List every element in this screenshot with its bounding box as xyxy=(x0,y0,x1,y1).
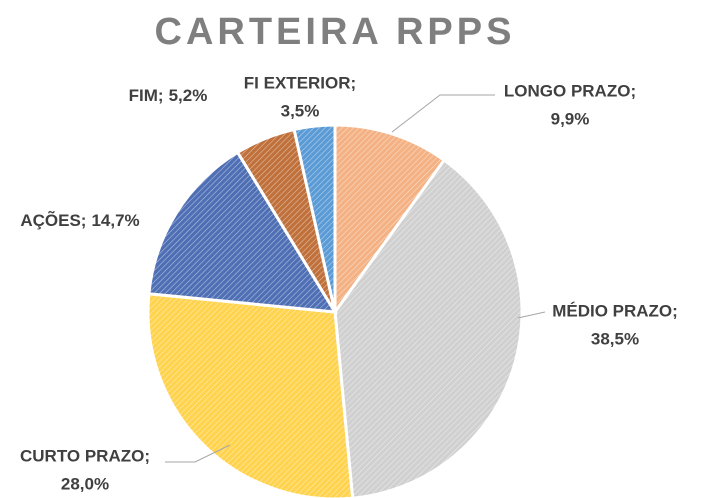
pie-slice xyxy=(147,150,338,314)
slice-label: LONGO PRAZO; xyxy=(504,81,636,100)
slice-value-label: 14,7% xyxy=(91,211,139,230)
leader-line xyxy=(165,444,231,463)
slice-label: FIM; xyxy=(129,86,164,105)
slice-value-label: 38,5% xyxy=(591,329,639,348)
leader-line xyxy=(517,311,546,319)
slice-value-label: 28,0% xyxy=(61,474,109,493)
slice-value-label: 9,9% xyxy=(551,109,590,128)
slice-value-label: 5,2% xyxy=(169,86,208,105)
slice-label: MÉDIO PRAZO; xyxy=(552,301,678,320)
pie-slice xyxy=(333,158,524,498)
chart-title: CARTEIRA RPPS xyxy=(155,11,516,53)
slice-label-group: AÇÕES; 14,7% xyxy=(20,210,139,230)
slice-value-label: 3,5% xyxy=(281,101,320,120)
slice-label: FI EXTERIOR; xyxy=(244,73,356,92)
pie-slice xyxy=(146,292,355,498)
pie-slice xyxy=(333,123,447,317)
slice-label: CURTO PRAZO; xyxy=(20,446,150,465)
slice-label-group: FIM; 5,2% xyxy=(129,86,208,105)
leader-line xyxy=(391,94,495,133)
pie-slice xyxy=(292,123,337,313)
slice-label: AÇÕES; xyxy=(20,210,86,230)
